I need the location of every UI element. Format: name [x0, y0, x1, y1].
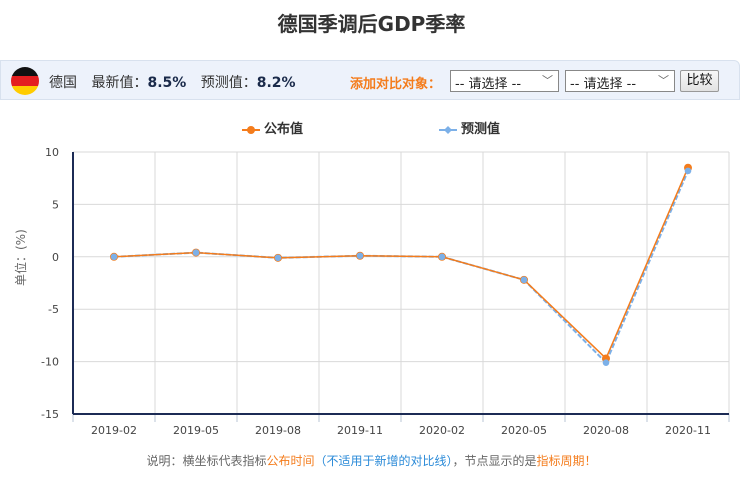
- y-tick-label: -10: [41, 356, 59, 369]
- select-2-value: -- 请选择 --: [570, 77, 637, 92]
- forecast-value: 8.2%: [256, 75, 296, 91]
- forecast-point[interactable]: [438, 253, 446, 261]
- x-tick-label: 2019-08: [255, 424, 301, 437]
- forecast-point[interactable]: [356, 252, 364, 260]
- x-tick-label: 2020-11: [665, 424, 711, 437]
- latest-label: 最新值：: [91, 75, 148, 91]
- forecast-label: 预测值：: [200, 75, 257, 91]
- legend-item-forecast[interactable]: 预测值: [439, 118, 500, 137]
- y-tick-label: 5: [52, 198, 59, 211]
- x-tick-label: 2019-05: [173, 424, 219, 437]
- chevron-down-icon: ﹀: [658, 74, 669, 87]
- forecast-point[interactable]: [684, 167, 692, 175]
- y-tick-label: 10: [45, 146, 59, 159]
- latest-value: 8.5%: [147, 75, 187, 91]
- legend-item-actual[interactable]: 公布值: [242, 118, 303, 137]
- compare-select-1[interactable]: -- 请选择 -- ﹀: [450, 70, 559, 92]
- x-tick-label: 2020-05: [501, 424, 547, 437]
- select-1-value: -- 请选择 --: [455, 77, 522, 92]
- toolbar: 德国 最新值：8.5% 预测值：8.2% 添加对比对象： -- 请选择 -- ﹀…: [0, 60, 740, 100]
- x-tick-label: 2020-08: [583, 424, 629, 437]
- forecast-point[interactable]: [192, 249, 200, 256]
- forecast-point[interactable]: [274, 254, 282, 262]
- note-text-5: 指标周期！: [536, 454, 597, 468]
- x-tick-label: 2020-02: [419, 424, 465, 437]
- y-tick-label: -5: [48, 303, 59, 316]
- legend-actual-label: 公布值: [264, 122, 304, 137]
- actual-line: [113, 167, 689, 360]
- orange-dot-line-icon: [242, 125, 260, 134]
- note-text-1: 说明：横坐标代表指标: [146, 454, 267, 468]
- forecast-point[interactable]: [520, 276, 528, 284]
- germany-flag-icon: [11, 67, 39, 95]
- note-text-2: 公布时间: [266, 454, 315, 468]
- forecast-point[interactable]: [602, 359, 610, 366]
- y-tick-label: -15: [41, 408, 59, 421]
- y-tick-label: 0: [52, 251, 59, 264]
- chart-note: 说明：横坐标代表指标公布时间（不适用于新增的对比线），节点显示的是指标周期！: [0, 452, 743, 469]
- chevron-down-icon: ﹀: [542, 74, 553, 87]
- compare-label: 添加对比对象：: [350, 77, 442, 92]
- legend-forecast-label: 预测值: [461, 122, 501, 137]
- note-text-3: （不适用于新增的对比线）: [314, 454, 453, 468]
- indicator-info: 德国 最新值：8.5% 预测值：8.2%: [49, 72, 296, 92]
- country-name: 德国: [49, 75, 77, 91]
- compare-button[interactable]: 比较: [680, 70, 719, 92]
- x-tick-label: 2019-11: [337, 424, 383, 437]
- blue-diamond-line-icon: [439, 125, 457, 134]
- compare-select-2[interactable]: -- 请选择 -- ﹀: [565, 70, 675, 92]
- page-title: 德国季调后GDP季率: [277, 12, 466, 36]
- forecast-point[interactable]: [110, 253, 118, 261]
- x-tick-label: 2019-02: [91, 424, 137, 437]
- note-text-4: ，节点显示的是: [452, 454, 537, 468]
